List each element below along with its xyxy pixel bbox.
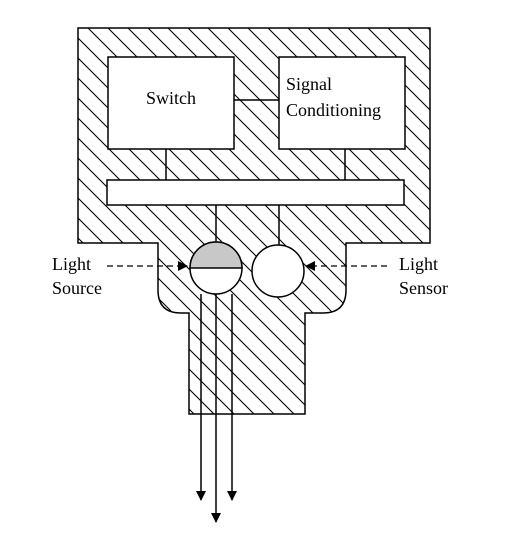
signal-conditioning-box xyxy=(278,56,406,150)
light-sensor-label-line2: Sensor xyxy=(399,278,448,298)
signal-conditioning-label-line2: Conditioning xyxy=(286,100,381,120)
light-sensor-label-line1: Light xyxy=(399,254,438,274)
light-source-label-line1: Light xyxy=(52,254,91,274)
light-source-label-line2: Source xyxy=(52,278,102,298)
switch-label: Switch xyxy=(146,88,196,108)
switch-box xyxy=(107,56,235,150)
light-source-element xyxy=(189,241,243,295)
light-sensor-element xyxy=(251,244,305,298)
bus-bar xyxy=(106,179,405,206)
signal-conditioning-label-line1: Signal xyxy=(286,74,332,94)
